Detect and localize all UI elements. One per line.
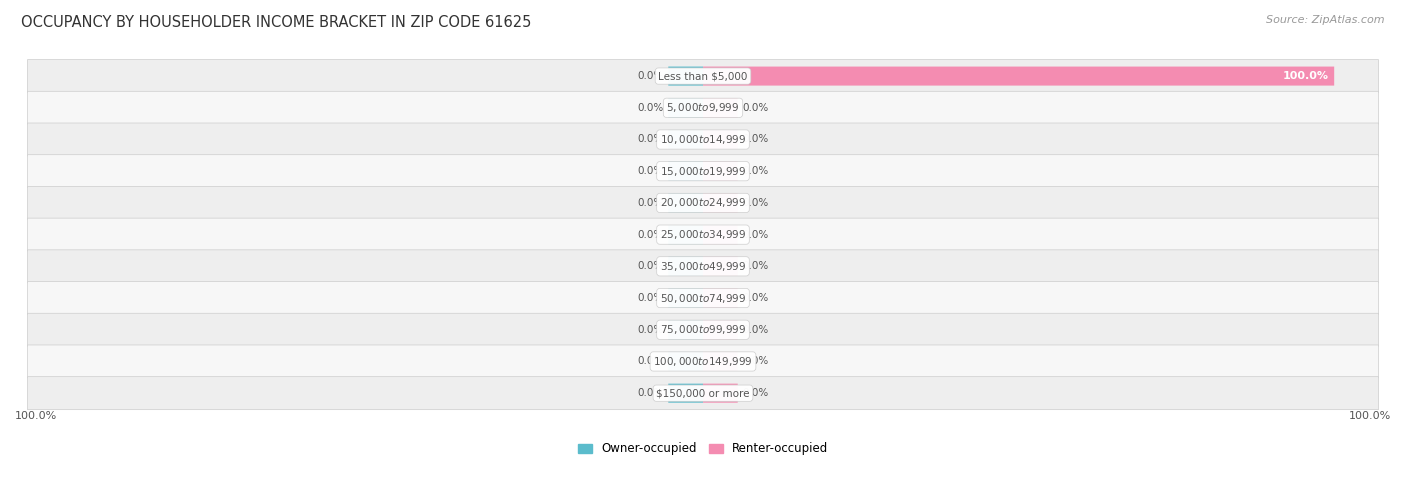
Text: 0.0%: 0.0% xyxy=(742,166,769,176)
FancyBboxPatch shape xyxy=(703,352,738,371)
FancyBboxPatch shape xyxy=(28,345,1378,378)
Text: 0.0%: 0.0% xyxy=(637,71,664,81)
Text: Less than $5,000: Less than $5,000 xyxy=(658,71,748,81)
FancyBboxPatch shape xyxy=(668,289,703,308)
Text: $35,000 to $49,999: $35,000 to $49,999 xyxy=(659,260,747,273)
Text: 0.0%: 0.0% xyxy=(637,103,664,113)
FancyBboxPatch shape xyxy=(28,187,1378,219)
FancyBboxPatch shape xyxy=(28,250,1378,283)
FancyBboxPatch shape xyxy=(28,281,1378,314)
FancyBboxPatch shape xyxy=(668,225,703,244)
Text: 100.0%: 100.0% xyxy=(1348,411,1391,421)
FancyBboxPatch shape xyxy=(703,289,738,308)
Text: 0.0%: 0.0% xyxy=(637,198,664,208)
Text: 0.0%: 0.0% xyxy=(742,293,769,303)
Text: $100,000 to $149,999: $100,000 to $149,999 xyxy=(654,355,752,368)
FancyBboxPatch shape xyxy=(668,130,703,149)
FancyBboxPatch shape xyxy=(703,320,738,339)
Text: $20,000 to $24,999: $20,000 to $24,999 xyxy=(659,196,747,209)
FancyBboxPatch shape xyxy=(28,218,1378,251)
FancyBboxPatch shape xyxy=(703,162,738,181)
Text: $25,000 to $34,999: $25,000 to $34,999 xyxy=(659,228,747,241)
Text: 0.0%: 0.0% xyxy=(742,261,769,271)
FancyBboxPatch shape xyxy=(668,320,703,339)
Text: 100.0%: 100.0% xyxy=(15,411,58,421)
Text: 0.0%: 0.0% xyxy=(637,356,664,366)
FancyBboxPatch shape xyxy=(703,225,738,244)
Text: 0.0%: 0.0% xyxy=(637,325,664,335)
FancyBboxPatch shape xyxy=(668,352,703,371)
Text: 0.0%: 0.0% xyxy=(637,388,664,398)
FancyBboxPatch shape xyxy=(28,60,1378,92)
Text: $10,000 to $14,999: $10,000 to $14,999 xyxy=(659,133,747,146)
FancyBboxPatch shape xyxy=(668,383,703,403)
Text: 0.0%: 0.0% xyxy=(742,198,769,208)
FancyBboxPatch shape xyxy=(668,67,703,86)
FancyBboxPatch shape xyxy=(28,313,1378,346)
FancyBboxPatch shape xyxy=(28,91,1378,124)
Text: $15,000 to $19,999: $15,000 to $19,999 xyxy=(659,165,747,178)
Text: 0.0%: 0.0% xyxy=(742,388,769,398)
FancyBboxPatch shape xyxy=(703,130,738,149)
FancyBboxPatch shape xyxy=(28,377,1378,410)
FancyBboxPatch shape xyxy=(703,67,1334,86)
FancyBboxPatch shape xyxy=(668,162,703,181)
FancyBboxPatch shape xyxy=(668,193,703,212)
Text: $50,000 to $74,999: $50,000 to $74,999 xyxy=(659,292,747,305)
Text: 100.0%: 100.0% xyxy=(1284,71,1329,81)
Text: OCCUPANCY BY HOUSEHOLDER INCOME BRACKET IN ZIP CODE 61625: OCCUPANCY BY HOUSEHOLDER INCOME BRACKET … xyxy=(21,15,531,30)
FancyBboxPatch shape xyxy=(28,155,1378,188)
Text: $5,000 to $9,999: $5,000 to $9,999 xyxy=(666,101,740,114)
FancyBboxPatch shape xyxy=(703,98,738,117)
Text: $75,000 to $99,999: $75,000 to $99,999 xyxy=(659,323,747,336)
Text: 0.0%: 0.0% xyxy=(742,229,769,240)
FancyBboxPatch shape xyxy=(668,257,703,276)
Text: 0.0%: 0.0% xyxy=(637,293,664,303)
Text: 0.0%: 0.0% xyxy=(742,135,769,144)
Text: 0.0%: 0.0% xyxy=(742,325,769,335)
Text: 0.0%: 0.0% xyxy=(742,356,769,366)
FancyBboxPatch shape xyxy=(668,98,703,117)
FancyBboxPatch shape xyxy=(703,383,738,403)
Text: 0.0%: 0.0% xyxy=(637,229,664,240)
Text: $150,000 or more: $150,000 or more xyxy=(657,388,749,398)
Text: 0.0%: 0.0% xyxy=(637,166,664,176)
Text: 0.0%: 0.0% xyxy=(637,261,664,271)
Text: 0.0%: 0.0% xyxy=(637,135,664,144)
FancyBboxPatch shape xyxy=(703,257,738,276)
Text: 0.0%: 0.0% xyxy=(742,103,769,113)
Legend: Owner-occupied, Renter-occupied: Owner-occupied, Renter-occupied xyxy=(572,437,834,460)
FancyBboxPatch shape xyxy=(28,123,1378,156)
Text: Source: ZipAtlas.com: Source: ZipAtlas.com xyxy=(1267,15,1385,25)
FancyBboxPatch shape xyxy=(703,193,738,212)
